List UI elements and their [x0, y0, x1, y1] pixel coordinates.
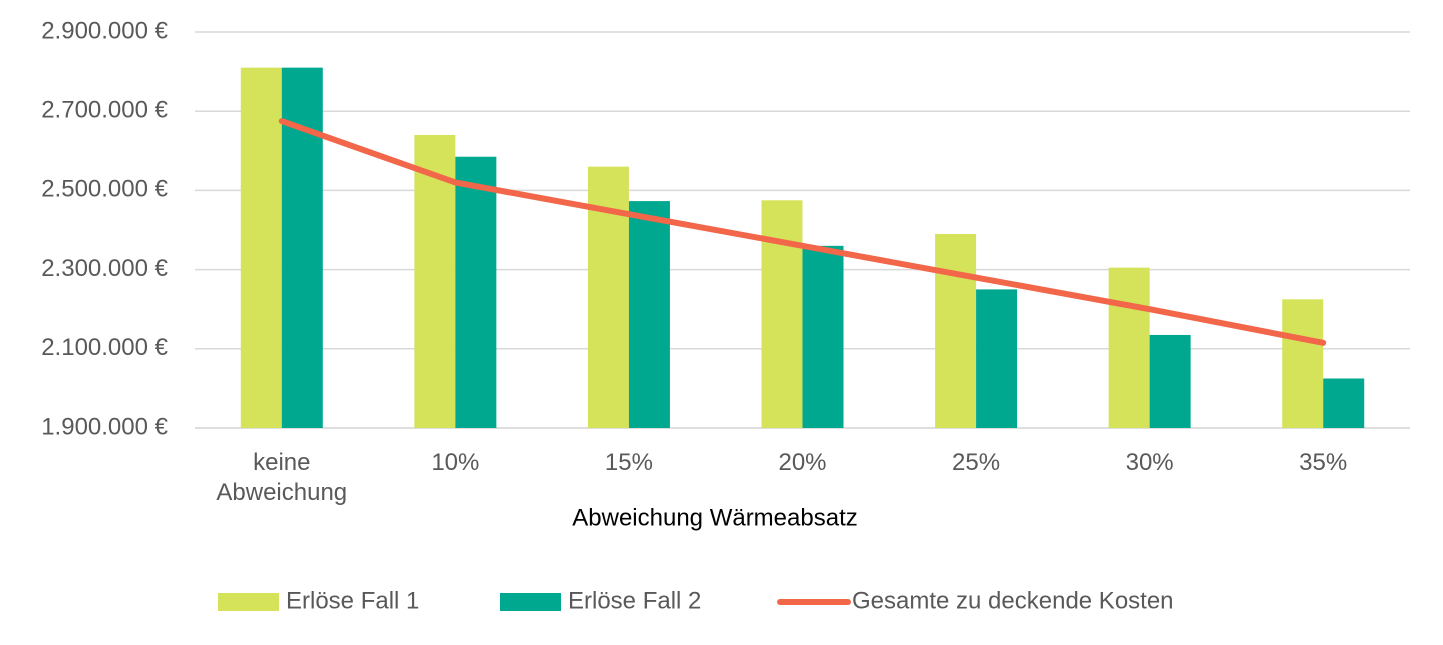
bar — [1282, 299, 1324, 428]
y-tick-label: 2.500.000 € — [41, 176, 168, 203]
bar — [414, 134, 456, 428]
x-tick-label: 15% — [604, 449, 653, 476]
x-tick-label: 35% — [1299, 449, 1348, 476]
bar — [802, 245, 844, 428]
x-tick-label: 20% — [778, 449, 827, 476]
bar — [1149, 334, 1191, 428]
bar — [1323, 378, 1365, 428]
x-tick-label: 25% — [952, 449, 1001, 476]
y-tick-label: 2.900.000 € — [41, 17, 168, 44]
bar — [455, 156, 497, 429]
x-axis-label: Abweichung Wärmeabsatz — [572, 504, 857, 531]
bar — [628, 201, 670, 428]
legend-label: Erlöse Fall 2 — [568, 587, 701, 614]
x-tick-label: 30% — [1125, 449, 1174, 476]
bar — [240, 67, 282, 428]
y-tick-label: 2.100.000 € — [41, 334, 168, 361]
y-tick-label: 2.700.000 € — [41, 97, 168, 124]
legend-label: Erlöse Fall 1 — [286, 587, 419, 614]
bar — [976, 289, 1018, 428]
y-tick-label: 1.900.000 € — [41, 413, 168, 440]
legend-label: Gesamte zu deckende Kosten — [852, 587, 1174, 614]
x-tick-label: 10% — [431, 449, 480, 476]
bar — [1108, 267, 1150, 428]
legend-swatch — [218, 593, 279, 611]
bar — [761, 200, 803, 428]
line-series — [278, 118, 1327, 346]
bar — [935, 233, 977, 428]
x-tick-label: keine Abweichung — [216, 449, 348, 506]
y-tick-label: 2.300.000 € — [41, 255, 168, 282]
legend-swatch — [500, 593, 561, 611]
